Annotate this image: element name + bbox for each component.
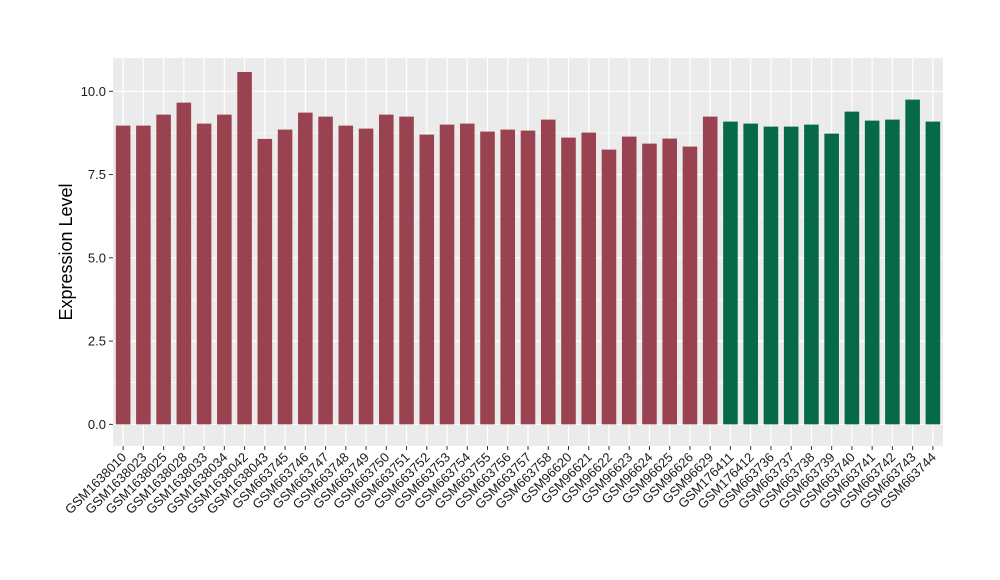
bar [156,114,171,425]
bar [540,119,556,425]
bar [338,125,354,425]
x-axis: GSM1638010GSM1638023GSM1638025GSM1638028… [62,446,939,517]
y-axis-title: Expression Level [56,183,76,320]
y-tick-label: 0.0 [88,417,106,432]
bar-series [115,71,941,425]
bar [905,99,920,425]
bar [358,128,374,425]
bar [217,114,232,425]
bar [561,137,576,425]
y-tick-label: 5.0 [88,250,106,265]
bar [500,129,516,425]
bar [419,134,435,425]
bar [824,133,839,425]
bar [783,126,799,425]
y-tick-label: 2.5 [88,334,106,349]
bar [885,119,900,425]
bar [702,116,718,425]
bar [115,125,131,425]
bar [520,130,536,425]
bar [480,131,495,425]
bar [277,129,293,425]
bar [298,112,313,425]
bar [763,126,779,425]
bar [237,71,252,425]
bar [257,138,273,425]
bar [662,138,677,425]
y-tick-label: 10.0 [81,84,106,99]
bar [844,111,860,425]
y-axis: 0.0 2.5 5.0 7.5 10.0 [81,84,113,432]
bar [459,123,475,425]
bar [723,121,738,425]
bar [642,143,657,425]
bar [743,123,758,425]
bar [196,123,212,425]
bar [399,116,414,425]
bar [439,124,455,425]
bar [318,116,333,425]
bar [176,102,192,425]
bar [804,124,819,425]
bar [601,149,617,425]
bar [621,136,637,425]
bar [864,120,880,425]
bar [925,121,941,425]
bar [682,146,698,425]
bar [136,125,151,425]
bar [581,132,597,425]
y-tick-label: 7.5 [88,167,106,182]
bar [379,114,394,425]
